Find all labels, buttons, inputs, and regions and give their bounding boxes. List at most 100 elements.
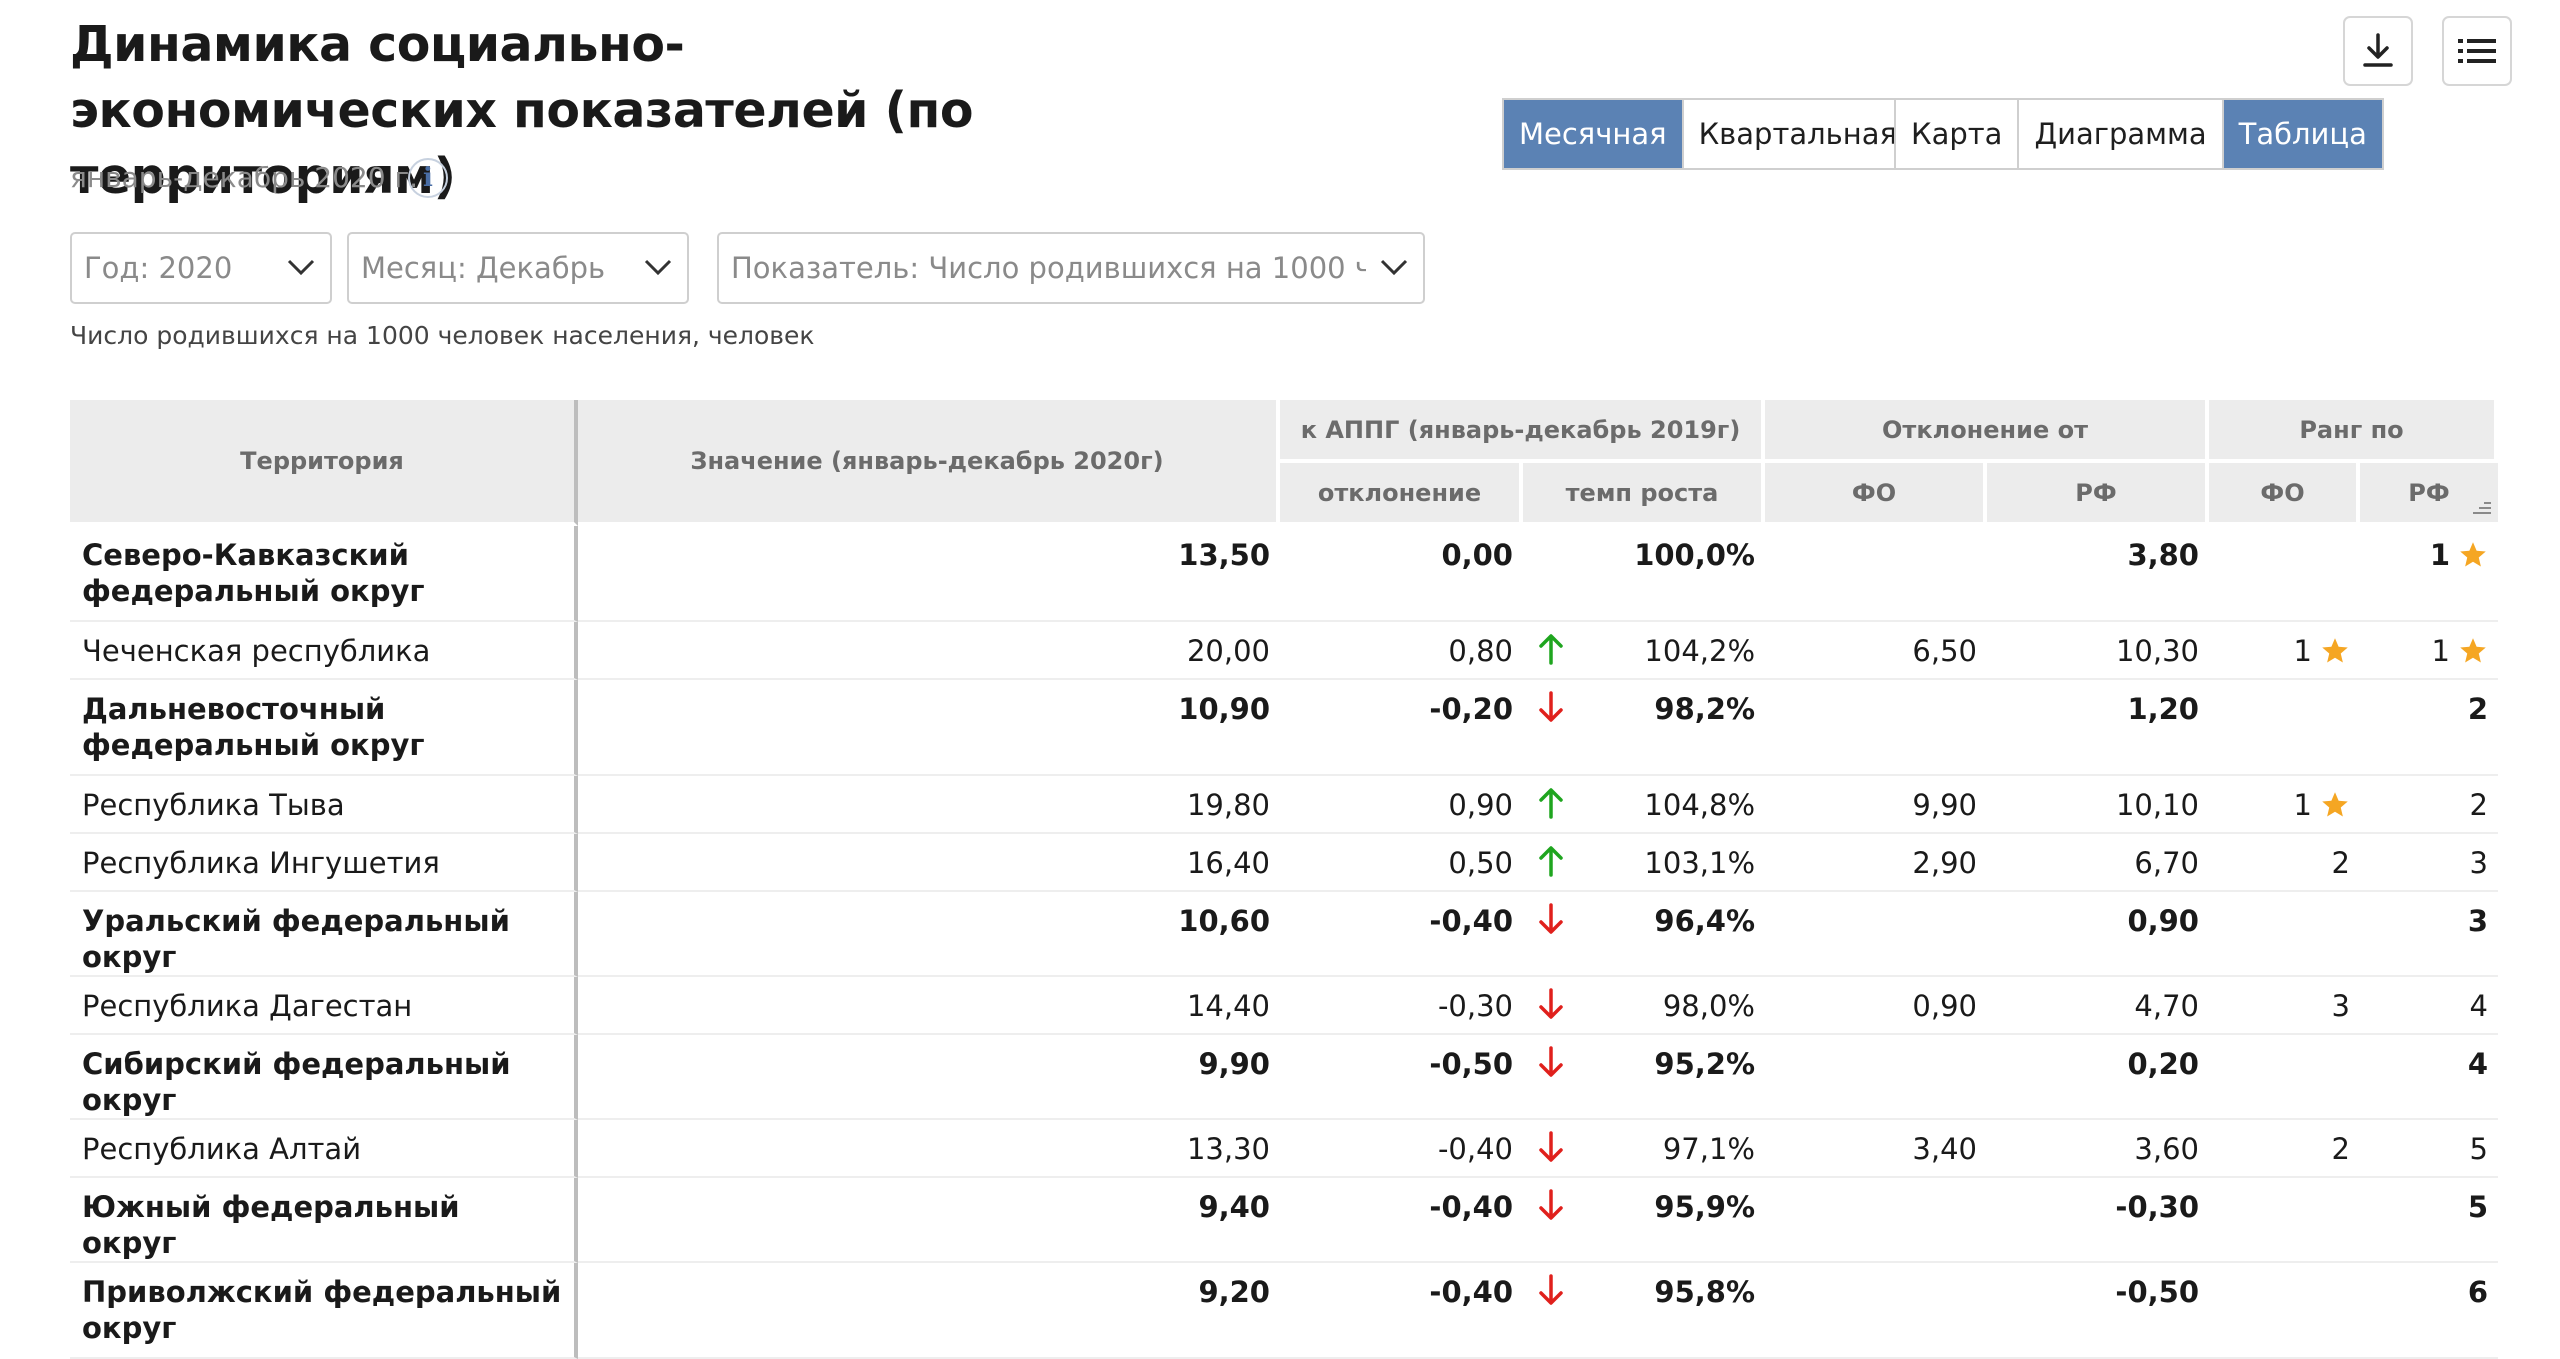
tab-monthly[interactable]: Месячная (1504, 100, 1684, 168)
cell-territory[interactable]: Чеченская республика (70, 622, 578, 680)
header-rank-by: Ранг по (2209, 400, 2498, 463)
cell-rank-fo: 2 (2209, 834, 2360, 892)
cell-rank-rf: 1 (2360, 622, 2498, 680)
view-toggle: Карта Диаграмма Таблица (1894, 98, 2384, 170)
rank-rf-value: 3 (2469, 846, 2488, 880)
table-row[interactable]: Северо-Кавказский федеральный округ 13,50… (70, 526, 2498, 622)
cell-value: 20,00 (578, 622, 1280, 680)
rank-rf-value: 4 (2469, 989, 2488, 1023)
cell-deviation: 0,90 (1280, 776, 1523, 834)
cell-dev-rf: -0,50 (1987, 1263, 2209, 1359)
cell-value: 19,80 (578, 776, 1280, 834)
list-menu-icon (2458, 39, 2496, 63)
rank-fo-value: 3 (2331, 989, 2350, 1023)
rank-rf-value: 2 (2467, 692, 2488, 726)
year-select[interactable]: Год: 2020 (70, 232, 332, 304)
cell-rank-rf: 4 (2360, 1035, 2498, 1120)
table-row[interactable]: Уральский федеральный округ 10,60 -0,40 96,… (70, 892, 2498, 977)
header-territory[interactable]: Территория (70, 400, 578, 526)
month-select[interactable]: Месяц: Декабрь (347, 232, 689, 304)
table-row[interactable]: Приволжский федеральный округ 9,20 -0,40 95… (70, 1263, 2498, 1359)
rank-rf-value: 1 (2429, 538, 2450, 572)
download-button[interactable] (2343, 16, 2413, 86)
info-icon[interactable]: i (408, 158, 448, 198)
cell-territory[interactable]: Сибирский федеральный округ (70, 1035, 578, 1120)
cell-trend (1523, 1263, 1578, 1359)
header-rank-rf[interactable]: РФ (2360, 463, 2498, 526)
chevron-down-icon (644, 259, 672, 276)
header-rank-fo[interactable]: ФО (2209, 463, 2360, 526)
header-dev-fo[interactable]: ФО (1765, 463, 1987, 526)
cell-territory[interactable]: Республика Алтай (70, 1120, 578, 1178)
star-icon (2322, 792, 2348, 817)
rank-rf-value: 2 (2469, 788, 2488, 822)
cell-territory[interactable]: Республика Тыва (70, 776, 578, 834)
cell-deviation: -0,40 (1280, 892, 1523, 977)
table-row[interactable]: Республика Дагестан 14,40 -0,30 98,0% 0,90 4,… (70, 977, 2498, 1035)
tab-map[interactable]: Карта (1896, 100, 2020, 168)
arrow-down-icon (1538, 1274, 1563, 1305)
table-row[interactable]: Республика Алтай 13,30 -0,40 97,1% 3,40 3,60 2… (70, 1120, 2498, 1178)
cell-territory[interactable]: Республика Ингушетия (70, 834, 578, 892)
cell-dev-fo: 0,90 (1765, 977, 1987, 1035)
cell-rank-fo: 1 (2209, 776, 2360, 834)
cell-dev-fo (1765, 526, 1987, 622)
cell-value: 10,60 (578, 892, 1280, 977)
cell-value: 9,40 (578, 1178, 1280, 1263)
data-table: Территория Значение (январь-декабрь 2020… (70, 400, 2498, 1359)
rank-rf-value: 1 (2431, 634, 2450, 668)
cell-trend (1523, 1120, 1578, 1178)
star-icon (2460, 542, 2486, 567)
header-growth[interactable]: темп роста (1523, 463, 1765, 526)
cell-rank-fo (2209, 1178, 2360, 1263)
download-icon (2363, 33, 2393, 67)
cell-value: 13,50 (578, 526, 1280, 622)
cell-dev-rf: 3,60 (1987, 1120, 2209, 1178)
header-deviation[interactable]: отклонение (1280, 463, 1523, 526)
tab-table[interactable]: Таблица (2223, 100, 2382, 168)
cell-rank-rf: 6 (2360, 1263, 2498, 1359)
cell-deviation: -0,30 (1280, 977, 1523, 1035)
cell-dev-rf: 6,70 (1987, 834, 2209, 892)
table-row[interactable]: Чеченская республика 20,00 0,80 104,2% 6,50 1… (70, 622, 2498, 680)
cell-trend (1523, 680, 1578, 776)
rank-fo-value: 1 (2293, 788, 2312, 822)
table-row[interactable]: Сибирский федеральный округ 9,90 -0,50 95,2… (70, 1035, 2498, 1120)
header-value[interactable]: Значение (январь-декабрь 2020г) (578, 400, 1280, 526)
tab-diagram[interactable]: Диаграмма (2019, 100, 2224, 168)
cell-growth: 95,2% (1578, 1035, 1765, 1120)
arrow-up-icon (1538, 634, 1563, 665)
rank-rf-value: 5 (2469, 1132, 2488, 1166)
cell-territory[interactable]: Приволжский федеральный округ (70, 1263, 578, 1359)
cell-rank-fo (2209, 1263, 2360, 1359)
cell-deviation: -0,50 (1280, 1035, 1523, 1120)
menu-button[interactable] (2442, 16, 2512, 86)
cell-territory[interactable]: Южный федеральный округ (70, 1178, 578, 1263)
cell-dev-fo (1765, 680, 1987, 776)
cell-territory[interactable]: Северо-Кавказский федеральный округ (70, 526, 578, 622)
table-row[interactable]: Дальневосточный федеральный округ 10,90 -0… (70, 680, 2498, 776)
arrow-up-icon (1538, 846, 1563, 877)
rank-rf-value: 3 (2467, 904, 2488, 938)
cell-rank-fo (2209, 892, 2360, 977)
period-label: январь-декабрь 2020 г. (70, 161, 419, 194)
cell-value: 16,40 (578, 834, 1280, 892)
cell-territory[interactable]: Уральский федеральный округ (70, 892, 578, 977)
header-dev-rf[interactable]: РФ (1987, 463, 2209, 526)
cell-dev-fo: 9,90 (1765, 776, 1987, 834)
rank-rf-value: 5 (2467, 1190, 2488, 1224)
cell-rank-rf: 5 (2360, 1120, 2498, 1178)
cell-deviation: 0,80 (1280, 622, 1523, 680)
cell-deviation: -0,40 (1280, 1178, 1523, 1263)
cell-territory[interactable]: Республика Дагестан (70, 977, 578, 1035)
table-row[interactable]: Республика Тыва 19,80 0,90 104,8% 9,90 10,10 1… (70, 776, 2498, 834)
table-row[interactable]: Южный федеральный округ 9,40 -0,40 95,9% -0,… (70, 1178, 2498, 1263)
cell-dev-rf: 3,80 (1987, 526, 2209, 622)
rank-fo-value: 2 (2331, 846, 2350, 880)
cell-deviation: 0,50 (1280, 834, 1523, 892)
cell-territory[interactable]: Дальневосточный федеральный округ (70, 680, 578, 776)
tab-quarterly[interactable]: Квартальная (1683, 100, 1912, 168)
indicator-select[interactable]: Показатель: Число родившихся на 1000 чел (717, 232, 1425, 304)
table-row[interactable]: Республика Ингушетия 16,40 0,50 103,1% 2,90 6… (70, 834, 2498, 892)
cell-trend (1523, 622, 1578, 680)
